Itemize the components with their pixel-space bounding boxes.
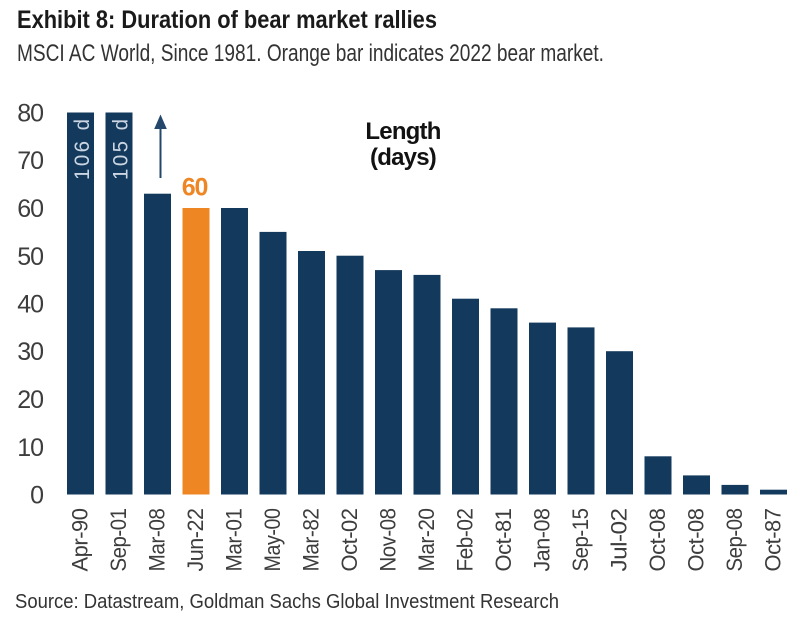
svg-text:0: 0 — [30, 482, 43, 510]
svg-text:Jun-22: Jun-22 — [183, 508, 208, 571]
svg-text:Apr-90: Apr-90 — [68, 508, 93, 571]
svg-text:Length: Length — [365, 118, 440, 145]
svg-text:106 d: 106 d — [70, 117, 94, 181]
svg-text:10: 10 — [17, 434, 43, 462]
svg-text:Jan-08: Jan-08 — [530, 508, 555, 571]
svg-text:80: 80 — [17, 100, 43, 128]
svg-text:20: 20 — [17, 386, 43, 414]
svg-text:Oct-08: Oct-08 — [645, 508, 670, 571]
svg-text:Oct-87: Oct-87 — [761, 508, 786, 571]
svg-text:Sep-08: Sep-08 — [722, 508, 747, 571]
svg-text:40: 40 — [17, 291, 43, 319]
svg-text:Jul-02: Jul-02 — [607, 508, 632, 571]
svg-text:Sep-15: Sep-15 — [568, 508, 593, 571]
svg-text:Mar-08: Mar-08 — [145, 508, 170, 571]
svg-text:Oct-08: Oct-08 — [684, 508, 709, 571]
svg-text:70: 70 — [17, 147, 43, 175]
svg-text:Mar-01: Mar-01 — [222, 508, 247, 571]
svg-text:(days): (days) — [370, 144, 436, 171]
svg-text:105 d: 105 d — [109, 117, 133, 181]
svg-text:60: 60 — [182, 174, 208, 202]
svg-text:Mar-82: Mar-82 — [299, 508, 324, 571]
svg-text:50: 50 — [17, 243, 43, 271]
svg-text:Oct-02: Oct-02 — [337, 508, 362, 571]
svg-text:30: 30 — [17, 338, 43, 366]
svg-text:Oct-81: Oct-81 — [491, 508, 516, 571]
svg-text:60: 60 — [17, 195, 43, 223]
svg-text:Nov-08: Nov-08 — [376, 508, 401, 571]
svg-text:May-00: May-00 — [260, 508, 285, 571]
svg-text:Feb-02: Feb-02 — [453, 508, 478, 571]
svg-text:Mar-20: Mar-20 — [414, 508, 439, 571]
svg-text:Sep-01: Sep-01 — [106, 508, 131, 571]
